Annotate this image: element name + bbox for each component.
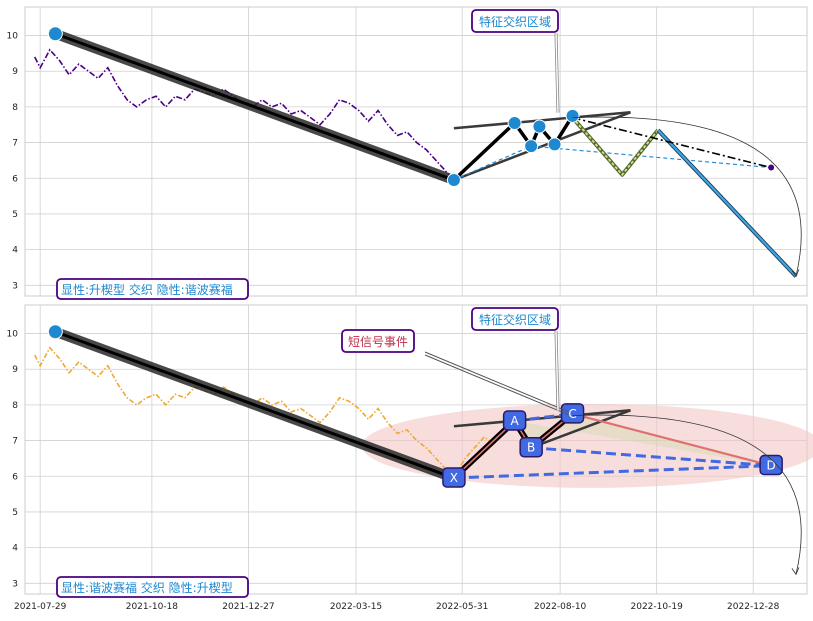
x-tick-label: 2021-12-27 [222,602,274,612]
pattern-legend-text: 显性:升楔型 交织 隐性:谐波赛福 [61,282,233,297]
point-label-text: X [450,471,458,485]
pattern-legend-box [56,278,249,300]
x-tick-label: 2021-10-18 [126,602,179,612]
y-tick-label: 3 [12,579,18,589]
point-label-box [759,454,783,476]
x-axis: 2021-07-29 2021-10-18 2021-12-27 2022-03-15… [14,602,780,612]
lead-point-marker [47,324,63,340]
y-tick-label: 10 [7,32,19,42]
zigzag-forecast-line [571,117,659,177]
y-tick-label: 4 [12,544,18,554]
blue-forecast-line [657,129,797,278]
point-label-box [502,410,527,431]
y-tick-label: 9 [12,67,18,77]
wave-point-marker [47,26,63,42]
x-tick-label: 2022-12-28 [727,602,780,612]
point-label-text: A [511,414,520,428]
x-tick-label: 2021-07-29 [14,602,67,612]
wave-point-marker [532,119,547,134]
dashdot-forecast-line [572,116,772,169]
harmonic-fill [514,413,772,466]
y-tick-label: 6 [12,472,18,482]
xd-dashed-line [453,464,772,480]
zone-label-box [471,307,559,331]
x-tick-label: 2022-10-19 [631,602,684,612]
y-tick-label: 4 [12,246,18,256]
wave-point-marker [507,115,522,130]
pattern-highlight-ellipse [361,403,813,488]
target-arc [572,414,802,575]
point-label-text: B [527,441,535,455]
target-arrow-head [791,567,800,576]
point-label-text: D [767,459,776,473]
target-arc [572,116,802,277]
wave-point-marker [524,139,539,154]
zone-label-box [471,9,559,33]
main-trend-core [54,32,455,182]
pattern-legend-box [56,576,249,598]
x-tick-label: 2022-03-15 [330,602,382,612]
plot-frame [24,6,808,297]
point-label-box [442,467,466,488]
signal-arrow [424,354,569,416]
forecast-end-dot [768,164,775,171]
pattern-legend-text: 显性:谐波赛福 交织 隐性:升楔型 [61,580,233,595]
y-tick-label: 7 [12,139,18,149]
signal-label-box [341,329,415,353]
main-trend-core [54,330,455,480]
zone-label-text: 特征交织区域 [479,312,551,327]
zone-label-text: 特征交织区域 [479,14,551,29]
wedge-line [530,409,631,449]
zone-arrow-inner [555,32,559,113]
target-arrow-head [791,269,800,278]
price-series-line [33,346,505,480]
y-tick-label: 8 [12,401,18,411]
y-tick-label: 5 [12,508,18,518]
price-series-line [33,48,455,181]
wedge-line [453,409,631,428]
signal-arrow [424,351,569,413]
point-label-text: C [568,407,576,421]
point-label-box [560,403,585,424]
wave-point-marker [446,173,461,188]
x-tick-label: 2022-08-10 [534,602,587,612]
y-tick-label: 6 [12,174,18,184]
y-tick-label: 7 [12,437,18,447]
wave-point-marker [565,108,580,123]
bd-dashed-line [531,446,772,468]
wave-point-marker [547,137,562,152]
y-tick-label: 10 [7,330,19,340]
wedge-line [453,111,631,182]
xabc-path-core [453,413,574,479]
zone-arrow-inner [555,330,559,411]
signal-label-text: 短信号事件 [348,335,408,349]
cd-leg-line [572,412,772,467]
y-tick-label: 9 [12,365,18,375]
y-tick-label: 3 [12,281,18,291]
y-tick-label: 5 [12,210,18,220]
y-tick-label: 8 [12,103,18,113]
x-tick-label: 2022-05-31 [436,602,488,612]
point-label-box [519,436,543,458]
